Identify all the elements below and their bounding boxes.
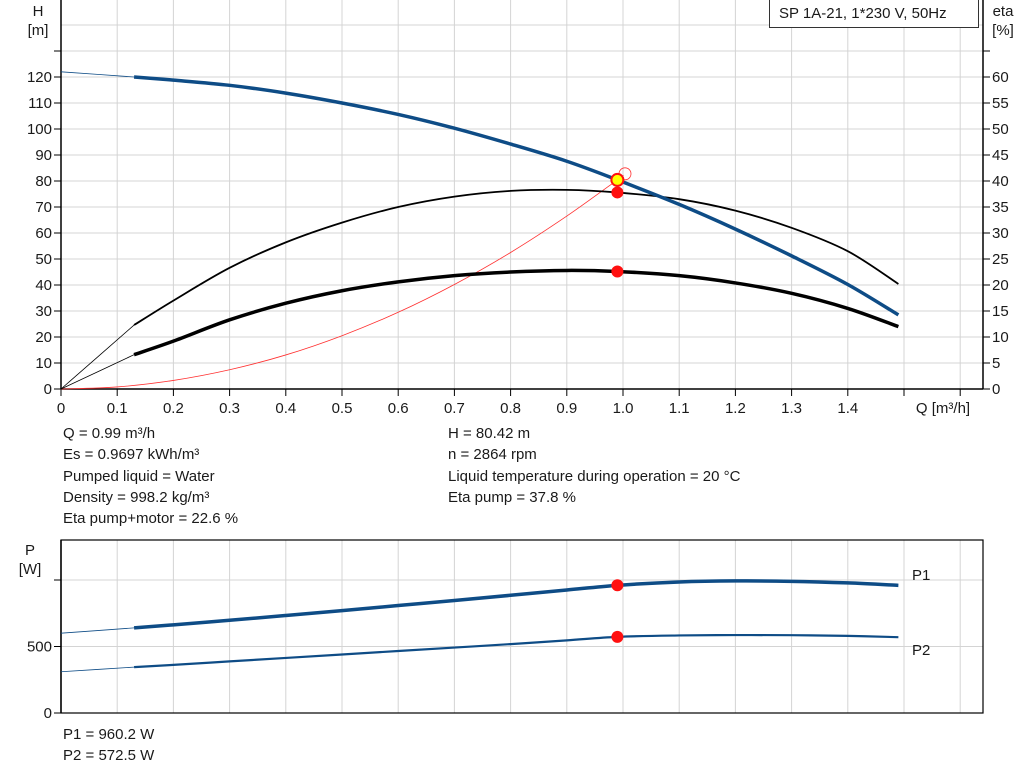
x-tick-label: 0.4 — [275, 400, 296, 417]
x-tick-label: 0.6 — [388, 400, 409, 417]
power-y-tick-label: 500 — [27, 639, 52, 656]
power-y-tick-label: 0 — [44, 705, 52, 722]
x-tick-label: 0.9 — [556, 400, 577, 417]
info-p1: P1 = 960.2 W — [63, 726, 155, 743]
y2-tick-label: 45 — [992, 147, 1009, 164]
series-label-p2: P2 — [912, 642, 930, 659]
y-tick-label: 40 — [35, 277, 52, 294]
op-p2-point — [611, 630, 624, 643]
system-curve — [60, 175, 624, 390]
x-tick-label: 1.0 — [613, 400, 634, 417]
x-tick-label: 1.1 — [669, 400, 690, 417]
x-tick-label: 0.5 — [332, 400, 353, 417]
y-tick-label: 120 — [27, 69, 52, 86]
y2-tick-label: 55 — [992, 95, 1009, 112]
y-tick-label: 10 — [35, 355, 52, 372]
power-plot-frame — [60, 539, 984, 714]
eta-pump-motor-curve — [133, 268, 899, 357]
y-axis-label-h: H — [33, 3, 44, 20]
p2-curve-extrapolated — [60, 666, 135, 673]
y-tick-label: 70 — [35, 199, 52, 216]
x-tick-label: 0.8 — [500, 400, 521, 417]
head-curve-extrapolated — [60, 71, 135, 78]
info-head: H = 80.42 m — [448, 425, 531, 442]
p1-curve-extrapolated — [60, 627, 135, 634]
pump-model-legend: SP 1A-21, 1*230 V, 50Hz — [769, 0, 979, 28]
x-tick-label: 0.3 — [219, 400, 240, 417]
x-tick-label: 0.7 — [444, 400, 465, 417]
y2-tick-label: 25 — [992, 251, 1009, 268]
y-tick-label: 0 — [44, 381, 52, 398]
y-axis-label-p: P — [25, 542, 35, 559]
x-tick-label: 0 — [57, 400, 65, 417]
info-pumped-liquid: Pumped liquid = Water — [63, 467, 215, 485]
op-eta-total-point — [611, 265, 624, 278]
info-eta-pump: Eta pump = 37.8 % — [448, 488, 576, 506]
operating-point-head — [610, 172, 625, 187]
y2-axis-label-eta-unit: [%] — [992, 22, 1014, 39]
p1-curve — [133, 579, 899, 630]
y-tick-label: 110 — [28, 95, 52, 112]
y-axis-label-p-unit: [W] — [19, 561, 42, 578]
x-tick-label: 0.2 — [163, 400, 184, 417]
y2-tick-label: 15 — [992, 303, 1009, 320]
x-tick-label: 1.2 — [725, 400, 746, 417]
eta-pump-curve-extrapolated — [60, 324, 135, 390]
power-info: P1 = 960.2 W P2 = 572.5 W — [63, 724, 154, 767]
y-tick-label: 90 — [35, 147, 52, 164]
y2-tick-label: 50 — [992, 121, 1009, 138]
y2-tick-label: 10 — [992, 329, 1009, 346]
y2-tick-label: 60 — [992, 69, 1009, 86]
x-tick-label: 1.3 — [781, 400, 802, 417]
info-specific-energy: Es = 0.9697 kWh/m³ — [63, 446, 200, 464]
info-density: Density = 998.2 kg/m³ — [63, 488, 210, 506]
p2-curve — [133, 633, 899, 669]
op-p1-point — [611, 579, 624, 592]
series-label-p1: P1 — [912, 567, 930, 584]
y2-tick-label: 20 — [992, 277, 1009, 294]
y2-tick-label: 5 — [992, 355, 1000, 372]
y-axis-label-h-unit: [m] — [28, 22, 49, 39]
y-tick-label: 80 — [35, 173, 52, 190]
head-curve — [133, 75, 900, 317]
info-liquid-temperature: Liquid temperature during operation = 20… — [448, 467, 741, 485]
info-p2: P2 = 572.5 W — [63, 747, 155, 765]
info-eta-pump-motor: Eta pump+motor = 22.6 % — [63, 510, 239, 528]
y-tick-label: 20 — [35, 329, 52, 346]
info-right: H = 80.42 m n = 2864 rpm Liquid temperat… — [448, 423, 740, 508]
y-tick-label: 60 — [35, 225, 52, 242]
x-tick-label: 0.1 — [107, 400, 128, 417]
y-tick-label: 100 — [27, 121, 52, 138]
info-left: Q = 0.99 m³/h Es = 0.9697 kWh/m³ Pumped … — [63, 423, 238, 529]
y2-tick-label: 40 — [992, 173, 1009, 190]
y2-tick-label: 0 — [992, 381, 1000, 398]
info-flow: Q = 0.99 m³/h — [63, 425, 156, 442]
op-eta-pump-point — [611, 186, 624, 199]
y2-axis-label-eta: eta — [993, 3, 1015, 20]
y2-tick-label: 35 — [992, 199, 1009, 216]
x-tick-label: 1.4 — [837, 400, 858, 417]
info-speed: n = 2864 rpm — [448, 446, 537, 464]
y2-tick-label: 30 — [992, 225, 1009, 242]
y-tick-label: 30 — [35, 303, 52, 320]
y-tick-label: 50 — [35, 251, 52, 268]
eta-pump-curve — [133, 188, 899, 326]
eta-pump-motor-curve-extrapolated — [60, 354, 135, 390]
x-axis-label-q: Q [m³/h] — [916, 400, 970, 417]
